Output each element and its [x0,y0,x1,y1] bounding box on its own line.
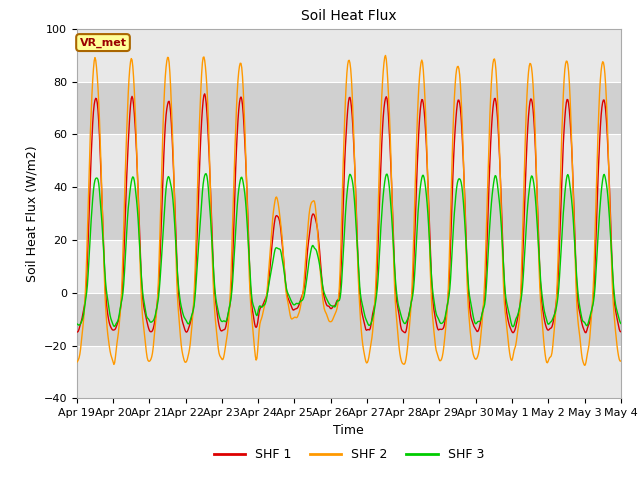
Bar [77,346,621,398]
Y-axis label: Soil Heat Flux (W/m2): Soil Heat Flux (W/m2) [25,145,38,282]
Bar [77,293,621,346]
Bar [77,187,621,240]
X-axis label: Time: Time [333,424,364,437]
Legend: SHF 1, SHF 2, SHF 3: SHF 1, SHF 2, SHF 3 [209,443,489,466]
Bar [77,134,621,187]
Title: Soil Heat Flux: Soil Heat Flux [301,10,397,24]
Bar [77,240,621,293]
Bar [77,29,621,82]
Text: VR_met: VR_met [79,37,127,48]
Bar [77,82,621,134]
